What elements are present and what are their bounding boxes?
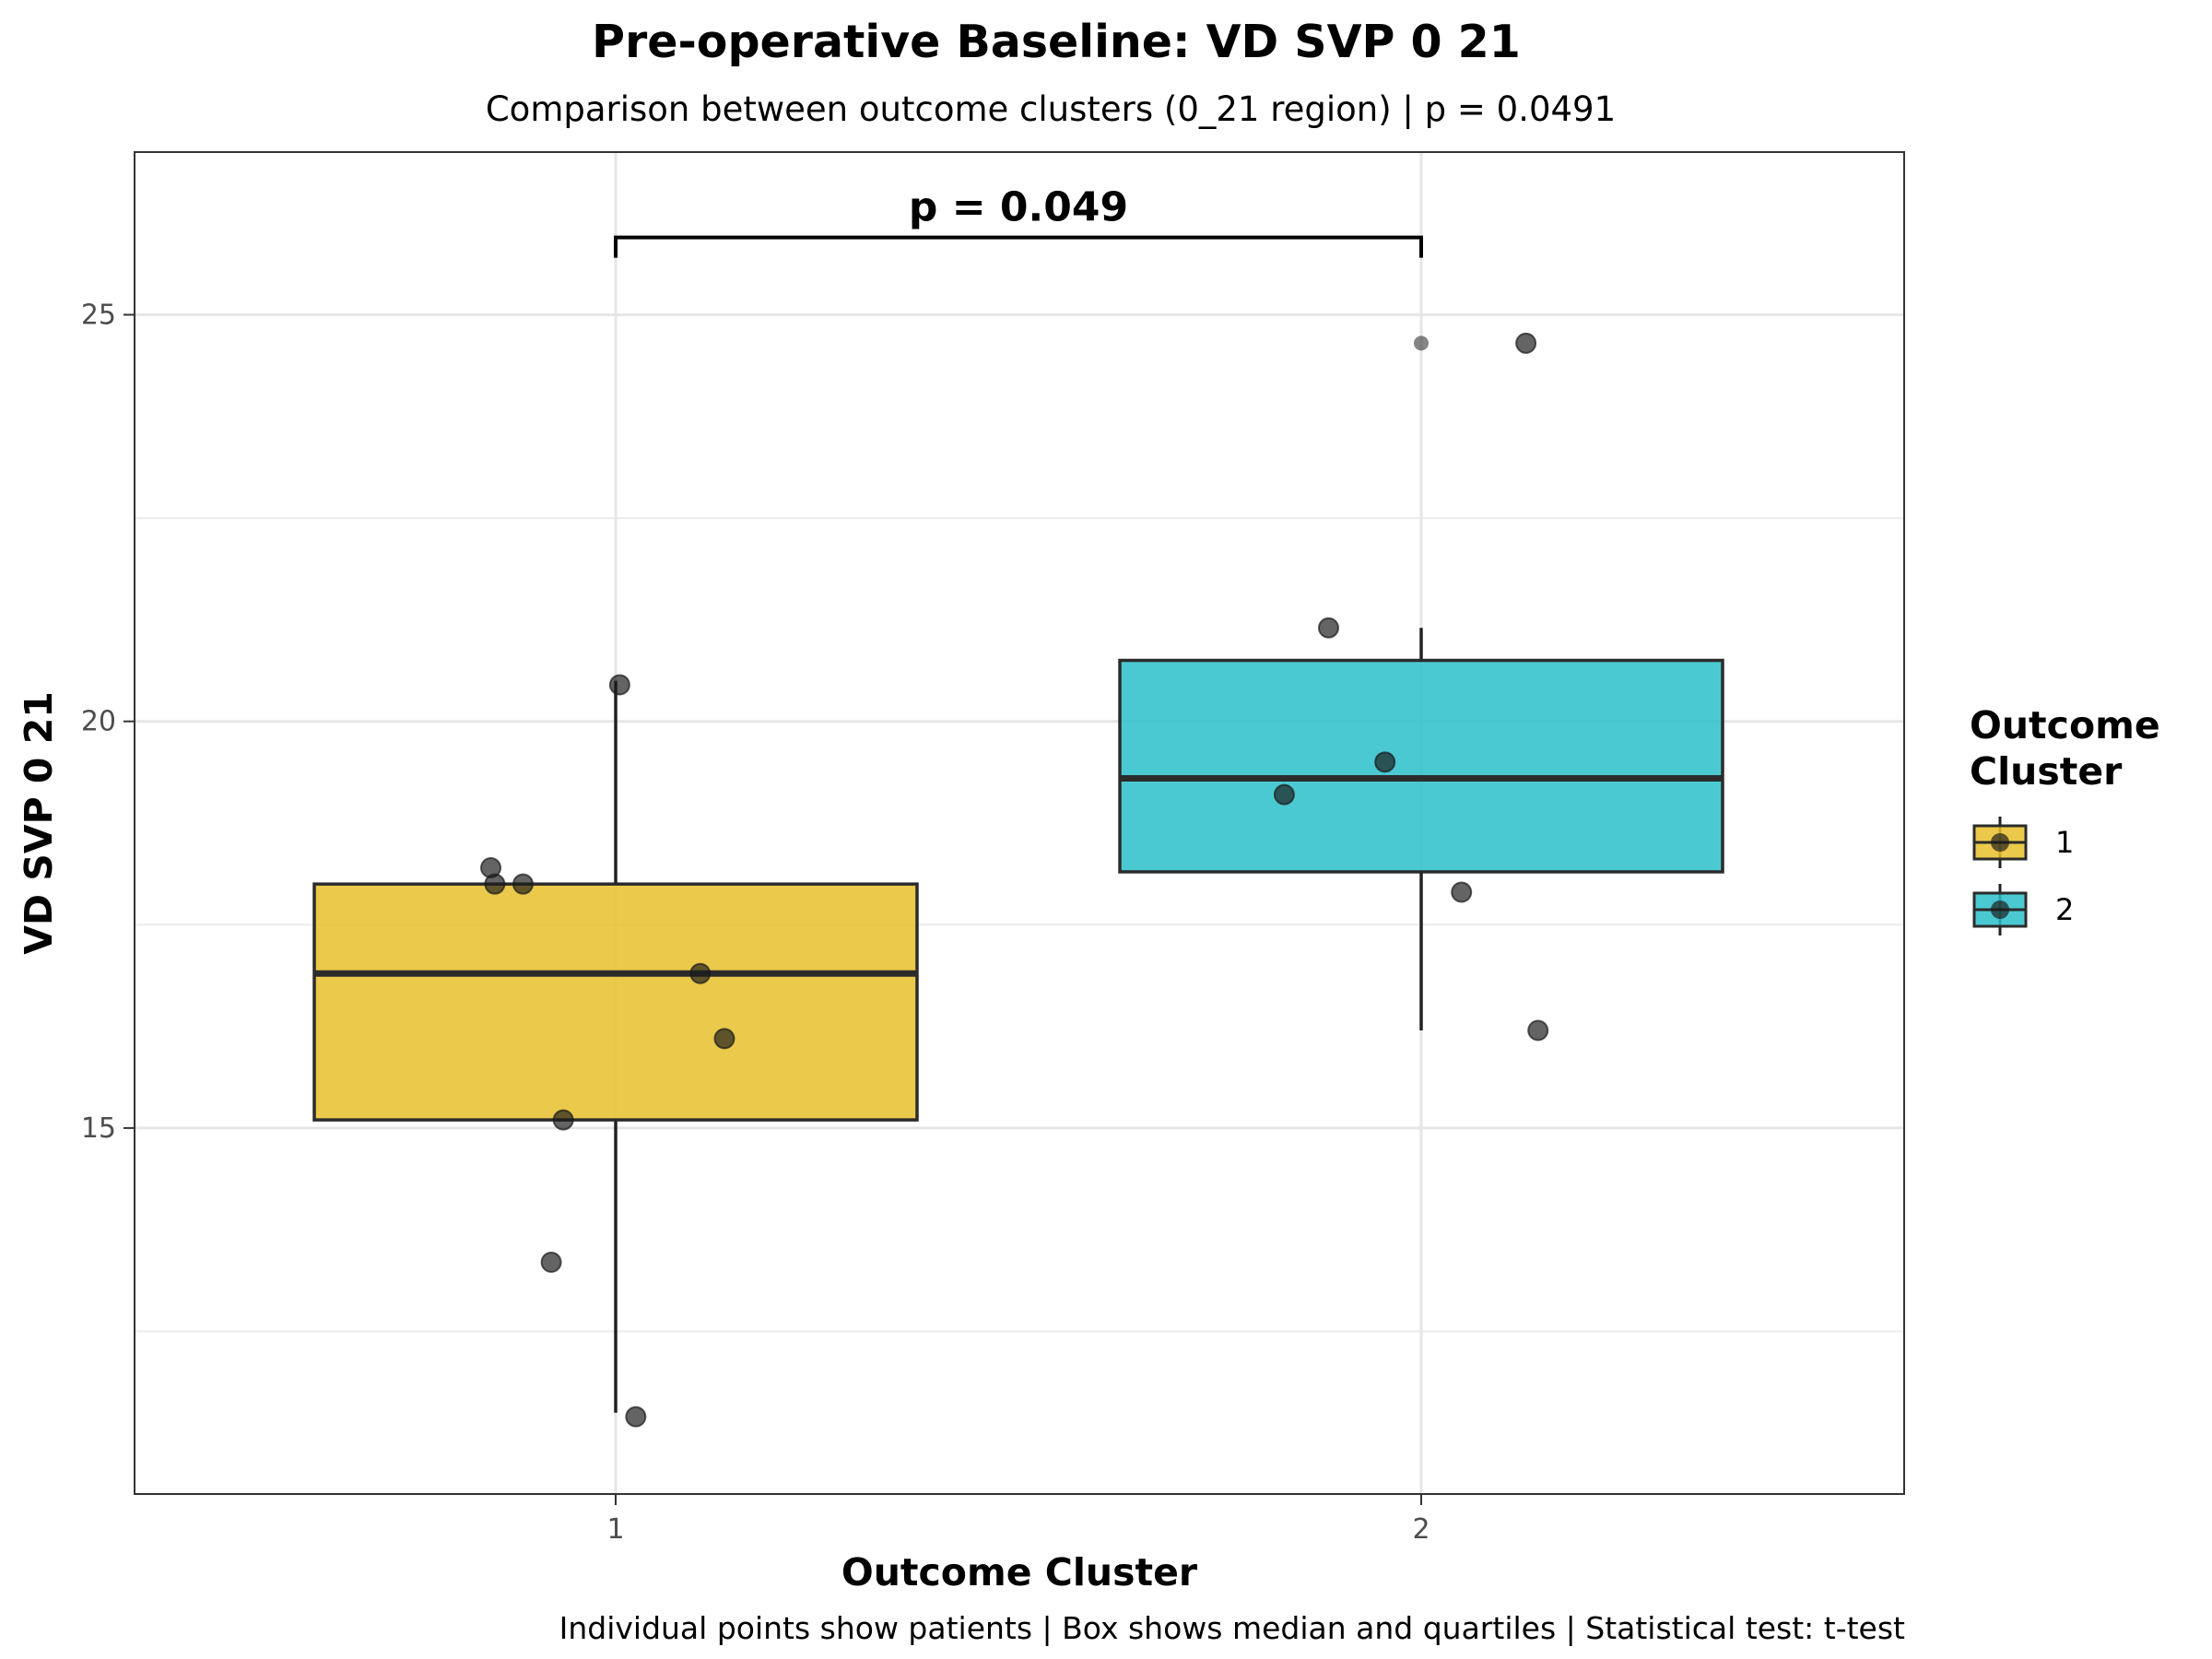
patient-point (1515, 332, 1537, 354)
patient-point (1273, 783, 1295, 806)
patient-point (608, 674, 630, 696)
y-tick-label: 25 (81, 299, 116, 331)
box-layer (312, 335, 1724, 1413)
outlier-point (1414, 335, 1429, 351)
patient-point (689, 962, 712, 984)
legend-key-1: 1 (1972, 817, 2074, 868)
chart-caption: Individual points show patients | Box sh… (559, 1610, 1905, 1646)
legend-key-point (1991, 833, 2009, 852)
box-iqr (312, 882, 919, 1122)
significance-bracket (614, 235, 1423, 258)
legend-label: 2 (2055, 892, 2074, 927)
x-tick-label: 1 (606, 1513, 624, 1546)
patient-point (1527, 1019, 1549, 1041)
patient-point (484, 873, 506, 895)
legend-label: 1 (2055, 825, 2074, 860)
patient-point (625, 1406, 647, 1428)
patient-point (540, 1252, 562, 1274)
points-layer (480, 332, 1549, 1428)
p-value-label: p = 0.049 (909, 184, 1128, 231)
axes: 15 20 25 1 2 (81, 151, 1905, 1546)
y-tick-label: 15 (81, 1112, 116, 1145)
box-iqr (1118, 658, 1724, 874)
patient-point (1374, 751, 1396, 773)
box-cluster-2 (1118, 335, 1724, 1031)
x-axis-title: Outcome Cluster (841, 1550, 1198, 1594)
significance-annotation: p = 0.049 (614, 184, 1423, 258)
patient-point (713, 1028, 735, 1050)
chart-title: Pre-operative Baseline: VD SVP 0 21 (592, 16, 1521, 68)
chart-subtitle: Comparison between outcome clusters (0_2… (486, 89, 1616, 129)
legend-key-2: 2 (1972, 884, 2074, 935)
legend-title-line2: Cluster (1970, 749, 2123, 794)
y-tick-label: 20 (81, 706, 116, 738)
y-axis-title: VD SVP 0 21 (17, 691, 61, 954)
plot-border (134, 151, 1905, 1495)
legend-title-line1: Outcome (1970, 703, 2160, 747)
legend-key-point (1991, 900, 2009, 919)
box-cluster-1 (312, 680, 919, 1413)
patient-point (1451, 881, 1473, 903)
legend: Outcome Cluster 1 2 (1970, 703, 2160, 935)
patient-point (512, 873, 534, 895)
patient-point (1317, 617, 1339, 639)
x-tick-label: 2 (1412, 1513, 1430, 1546)
patient-point (552, 1109, 574, 1131)
